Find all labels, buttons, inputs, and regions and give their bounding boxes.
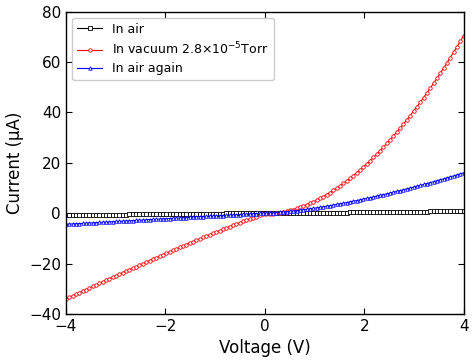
In air: [377, 210, 383, 214]
Line: In vacuum 2.8×10$^{-5}$Torr: In vacuum 2.8×10$^{-5}$Torr: [64, 34, 465, 301]
In air again: [337, 202, 343, 206]
In air again: [283, 209, 289, 214]
In air: [63, 213, 69, 217]
In air: [461, 209, 466, 213]
In vacuum 2.8×10$^{-5}$Torr: [63, 297, 69, 301]
In vacuum 2.8×10$^{-5}$Torr: [447, 56, 453, 60]
In air: [447, 209, 453, 213]
In air again: [377, 193, 383, 197]
In air: [170, 212, 176, 216]
Legend: In air, In vacuum 2.8×10$^{-5}$Torr, In air again: In air, In vacuum 2.8×10$^{-5}$Torr, In …: [72, 18, 273, 81]
In air: [337, 211, 343, 215]
In air: [146, 212, 152, 216]
In vacuum 2.8×10$^{-5}$Torr: [170, 248, 176, 253]
In vacuum 2.8×10$^{-5}$Torr: [146, 258, 152, 263]
Line: In air again: In air again: [64, 171, 465, 226]
In air again: [170, 216, 176, 220]
In air again: [447, 175, 453, 179]
In vacuum 2.8×10$^{-5}$Torr: [283, 209, 289, 213]
In vacuum 2.8×10$^{-5}$Torr: [377, 148, 383, 153]
In air again: [146, 217, 152, 222]
In air again: [461, 171, 466, 175]
X-axis label: Voltage (V): Voltage (V): [219, 339, 310, 358]
In vacuum 2.8×10$^{-5}$Torr: [337, 184, 343, 188]
Line: In air: In air: [64, 209, 465, 217]
In air: [283, 211, 289, 215]
In vacuum 2.8×10$^{-5}$Torr: [461, 33, 466, 38]
In air again: [63, 222, 69, 227]
Y-axis label: Current (μA): Current (μA): [6, 111, 24, 214]
